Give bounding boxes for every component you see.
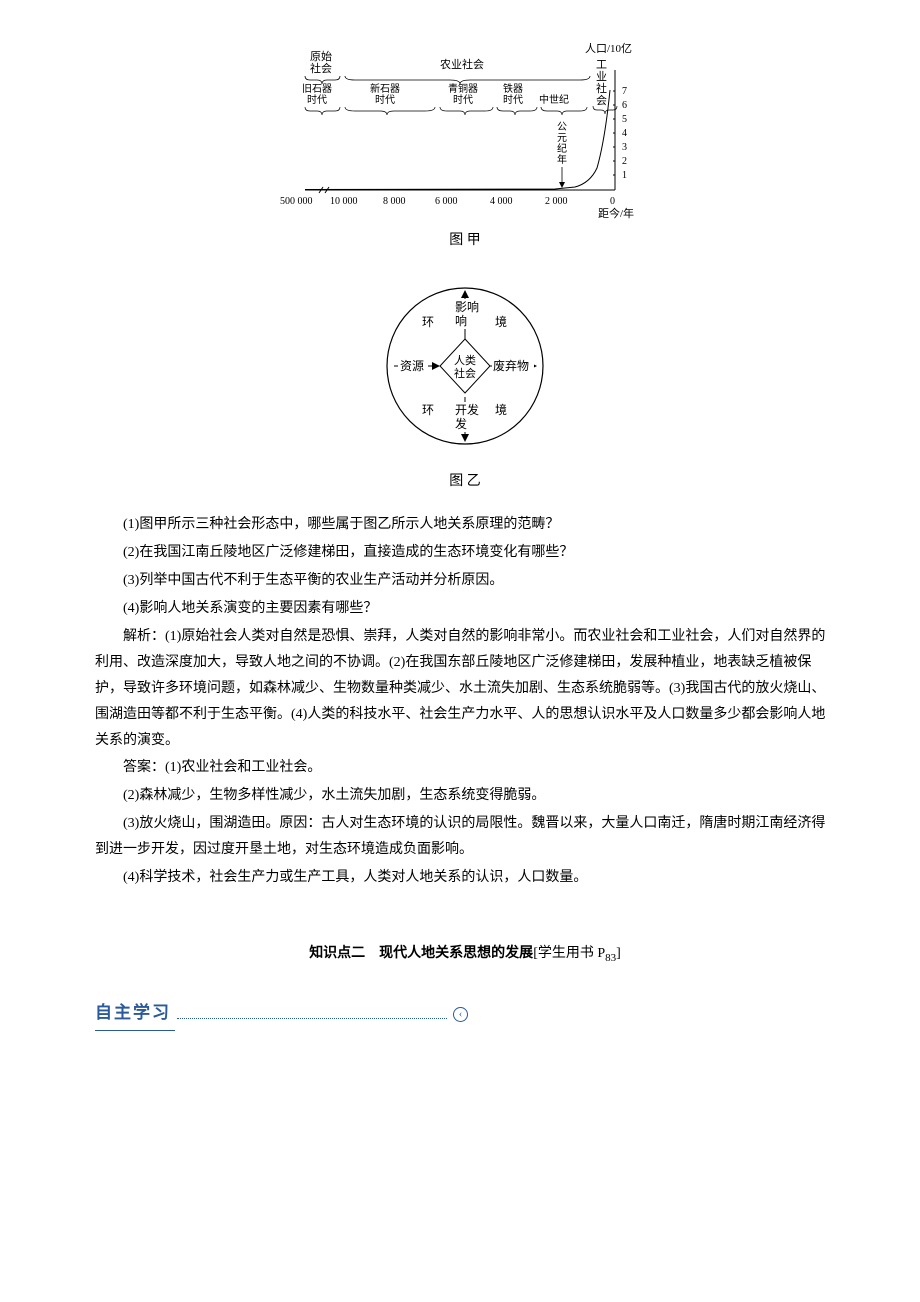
svg-text:距今/年: 距今/年 <box>598 206 634 220</box>
answer-3: (3)放火烧山，围湖造田。原因：古人对生态环境的认识的局限性。魏晋以来，大量人口… <box>95 811 835 863</box>
chart-jia-caption: 图 甲 <box>95 228 835 253</box>
svg-text:1: 1 <box>622 170 627 181</box>
svg-text:新石器: 新石器 <box>370 82 400 95</box>
svg-text:2: 2 <box>622 156 627 167</box>
chart-yi-container: 人类 社会 影响 响 开发 发 资源 废弃物 环 境 <box>95 271 835 494</box>
question-2: (2)在我国江南丘陵地区广泛修建梯田，直接造成的生态环境变化有哪些？ <box>95 540 835 566</box>
y-axis-label: 人口/10亿 <box>585 42 632 55</box>
svg-text:3: 3 <box>622 142 627 153</box>
svg-text:社会: 社会 <box>454 366 476 380</box>
svg-text:8 000: 8 000 <box>383 196 406 207</box>
svg-text:500 000: 500 000 <box>280 196 313 207</box>
svg-text:原始: 原始 <box>310 49 332 63</box>
chart-yi: 人类 社会 影响 响 开发 发 资源 废弃物 环 境 <box>370 271 560 461</box>
chart-jia: 人口/10亿 1 2 3 4 5 6 7 500 000 10 000 8 00… <box>275 40 655 220</box>
svg-text:4 000: 4 000 <box>490 196 513 207</box>
section-2-title: 知识点二 现代人地关系思想的发展[学生用书 P83] <box>95 941 835 969</box>
svg-text:5: 5 <box>622 114 627 125</box>
question-4: (4)影响人地关系演变的主要因素有哪些？ <box>95 596 835 622</box>
answer-4: (4)科学技术，社会生产力或生产工具，人类对人地关系的认识，人口数量。 <box>95 865 835 891</box>
analysis-text: (1)原始社会人类对自然是恐惧、崇拜，人类对自然的影响非常小。而农业社会和工业社… <box>95 629 825 748</box>
self-study-row: 自主学习 ‹ <box>95 998 835 1031</box>
analysis-paragraph: 解析：(1)原始社会人类对自然是恐惧、崇拜，人类对自然的影响非常小。而农业社会和… <box>95 624 835 753</box>
svg-text:铁器: 铁器 <box>503 82 523 95</box>
circle-arrow-icon: ‹ <box>453 1007 468 1022</box>
svg-text:环: 环 <box>422 315 434 329</box>
svg-text:时代: 时代 <box>453 94 473 106</box>
svg-text:社: 社 <box>596 81 607 95</box>
svg-text:工: 工 <box>596 59 607 71</box>
svg-text:农业社会: 农业社会 <box>440 57 484 71</box>
svg-text:0: 0 <box>610 196 615 207</box>
svg-text:青铜器: 青铜器 <box>448 82 478 95</box>
svg-text:6: 6 <box>622 100 627 111</box>
self-study-label: 自主学习 <box>95 1003 175 1022</box>
svg-text:资源: 资源 <box>400 359 424 373</box>
question-1: (1)图甲所示三种社会形态中，哪些属于图乙所示人地关系原理的范畴？ <box>95 512 835 538</box>
svg-text:人类: 人类 <box>454 353 476 367</box>
svg-text:年: 年 <box>557 153 567 166</box>
dotted-divider <box>177 1018 447 1019</box>
answer-1: 答案：(1)农业社会和工业社会。 <box>95 755 835 781</box>
svg-text:开发: 开发 <box>455 402 479 417</box>
answer-2: (2)森林减少，生物多样性减少，水土流失加剧，生态系统变得脆弱。 <box>95 783 835 809</box>
svg-text:废弃物: 废弃物 <box>493 358 529 373</box>
svg-text:影响: 影响 <box>455 299 479 314</box>
svg-text:时代: 时代 <box>375 94 395 106</box>
analysis-label: 解析： <box>123 629 165 644</box>
svg-text:业: 业 <box>596 70 607 83</box>
chart-jia-container: 人口/10亿 1 2 3 4 5 6 7 500 000 10 000 8 00… <box>95 40 835 253</box>
svg-text:会: 会 <box>596 94 607 107</box>
svg-text:4: 4 <box>622 128 627 139</box>
svg-text:2 000: 2 000 <box>545 196 568 207</box>
svg-text:环: 环 <box>422 403 434 417</box>
chart-jia-svg: 人口/10亿 1 2 3 4 5 6 7 500 000 10 000 8 00… <box>275 40 655 220</box>
svg-text:时代: 时代 <box>503 94 523 106</box>
svg-text:旧石器: 旧石器 <box>302 83 332 95</box>
svg-text:境: 境 <box>495 314 507 329</box>
chart-yi-svg: 人类 社会 影响 响 开发 发 资源 废弃物 环 境 <box>370 271 560 461</box>
svg-text:响: 响 <box>455 313 467 328</box>
svg-text:中世纪: 中世纪 <box>539 93 569 106</box>
question-3: (3)列举中国古代不利于生态平衡的农业生产活动并分析原因。 <box>95 568 835 594</box>
svg-text:公: 公 <box>557 122 567 133</box>
svg-text:境: 境 <box>495 402 507 417</box>
svg-text:7: 7 <box>622 86 627 97</box>
svg-text:社会: 社会 <box>310 61 332 75</box>
svg-text:纪: 纪 <box>557 143 567 155</box>
chart-yi-caption: 图 乙 <box>95 469 835 494</box>
svg-text:10 000: 10 000 <box>330 196 358 207</box>
svg-text:元: 元 <box>557 133 567 144</box>
svg-text:6 000: 6 000 <box>435 196 458 207</box>
answer-label: 答案： <box>123 760 165 775</box>
svg-text:时代: 时代 <box>307 94 327 106</box>
svg-text:发: 发 <box>455 416 467 431</box>
